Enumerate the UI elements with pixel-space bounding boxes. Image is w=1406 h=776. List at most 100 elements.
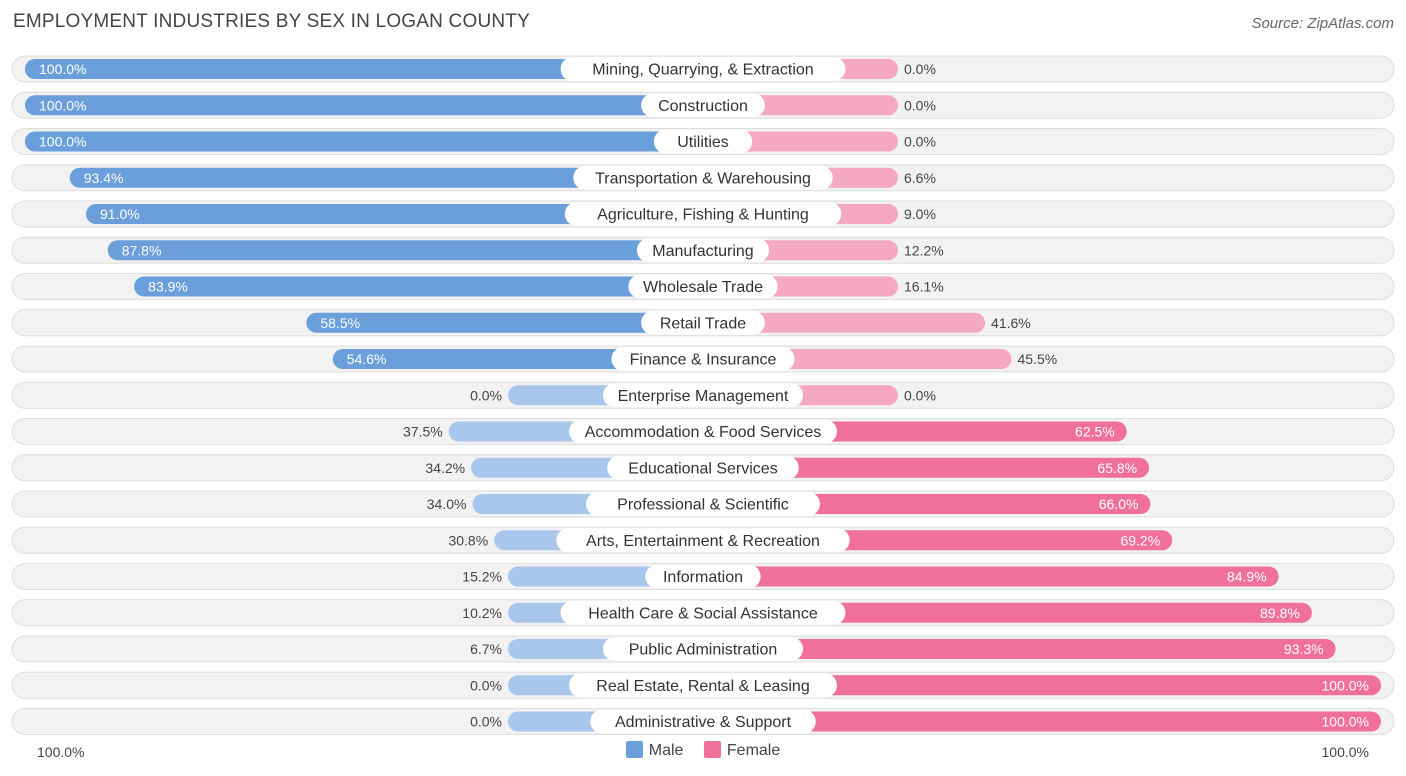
- value-label-male: 15.2%: [462, 569, 502, 585]
- value-label-male: 54.6%: [347, 351, 387, 367]
- category-label-bg: [560, 600, 846, 625]
- category-label-bg: [564, 202, 842, 226]
- value-label-female: 100.0%: [1322, 677, 1369, 693]
- bar-female: [703, 566, 1279, 587]
- value-label-female: 100.0%: [1322, 714, 1369, 730]
- bar-male: [306, 312, 703, 333]
- legend-swatch-female: [703, 741, 721, 758]
- chart-row: Accommodation & Food Services 37.5% 62.5%: [11, 418, 1395, 445]
- chart-row: Arts, Entertainment & Recreation 30.8% 69.…: [11, 526, 1395, 554]
- category-label: Educational Services: [628, 460, 777, 477]
- bar-male: [332, 349, 703, 369]
- category-label-bg: [641, 93, 765, 118]
- category-label-bg: [645, 564, 761, 589]
- category-label: Administrative & Support: [615, 714, 792, 731]
- value-label-male: 10.2%: [462, 605, 502, 621]
- category-label-bg: [628, 274, 778, 299]
- chart-row: Mining, Quarrying, & Extraction 100.0% 0.0…: [11, 55, 1395, 83]
- category-label: Mining, Quarrying, & Extraction: [592, 62, 813, 79]
- value-label-male: 83.9%: [148, 279, 188, 295]
- category-label: Agriculture, Fishing & Hunting: [597, 207, 809, 224]
- value-label-female: 6.6%: [904, 170, 936, 186]
- bar-male: [25, 95, 703, 116]
- category-label: Finance & Insurance: [630, 352, 777, 369]
- value-label-female: 0.0%: [904, 134, 936, 150]
- chart-row: Enterprise Management 0.0% 0.0%: [11, 381, 1395, 409]
- bar-female: [703, 312, 986, 333]
- category-label-bg: [641, 310, 765, 335]
- value-label-female: 65.8%: [1097, 460, 1137, 476]
- value-label-male: 100.0%: [39, 61, 86, 77]
- category-label: Professional & Scientific: [617, 497, 789, 514]
- category-label: Public Administration: [629, 642, 778, 659]
- bar-female: [703, 639, 1336, 659]
- value-label-male: 0.0%: [470, 714, 502, 730]
- legend-label-male: Male: [648, 742, 684, 759]
- legend: Male Female: [0, 741, 1406, 760]
- category-label: Health Care & Social Assistance: [588, 605, 818, 622]
- axis-right-label: 100.0%: [1321, 744, 1369, 760]
- value-label-female: 0.0%: [904, 387, 936, 403]
- legend-label-female: Female: [726, 742, 781, 759]
- value-label-female: 0.0%: [904, 61, 936, 77]
- category-label-bg: [556, 528, 850, 553]
- category-label: Accommodation & Food Services: [585, 424, 822, 441]
- category-label-bg: [636, 238, 770, 263]
- chart-row: Agriculture, Fishing & Hunting 91.0% 9.0%: [11, 200, 1395, 228]
- value-label-female: 62.5%: [1075, 424, 1115, 440]
- value-label-female: 89.8%: [1260, 605, 1300, 621]
- chart-row: Wholesale Trade 83.9% 16.1%: [11, 273, 1395, 300]
- chart-row: Transportation & Warehousing 93.4% 6.6%: [11, 164, 1395, 192]
- value-label-male: 34.2%: [425, 460, 465, 476]
- chart-row: Professional & Scientific 34.0% 66.0%: [11, 490, 1395, 518]
- axis-left-label: 100.0%: [37, 744, 85, 760]
- value-label-male: 93.4%: [84, 170, 124, 186]
- value-label-male: 0.0%: [470, 387, 502, 403]
- category-label-bg: [607, 455, 799, 480]
- category-label-bg: [602, 383, 804, 408]
- category-label: Construction: [658, 98, 748, 115]
- category-label: Retail Trade: [660, 315, 746, 332]
- chart-row: Finance & Insurance 54.6% 45.5%: [11, 345, 1395, 373]
- bar-male: [25, 131, 703, 152]
- category-label-bg: [602, 637, 804, 661]
- bar-male: [69, 167, 704, 188]
- category-label-bg: [653, 129, 753, 154]
- value-label-male: 87.8%: [122, 242, 162, 258]
- category-label: Transportation & Warehousing: [595, 170, 811, 187]
- category-label-bg: [611, 347, 795, 371]
- value-label-female: 93.3%: [1284, 641, 1324, 657]
- chart-title: EMPLOYMENT INDUSTRIES BY SEX IN LOGAN CO…: [13, 11, 530, 32]
- value-label-male: 34.0%: [427, 496, 467, 512]
- bar-female: [703, 131, 898, 152]
- value-label-male: 58.5%: [320, 315, 360, 331]
- bar-female: [703, 675, 1381, 696]
- value-label-male: 37.5%: [403, 424, 443, 440]
- value-label-male: 100.0%: [39, 97, 86, 113]
- legend-item-male: Male: [625, 741, 684, 760]
- source-label: Source: ZipAtlas.com: [1251, 15, 1394, 32]
- category-label: Real Estate, Rental & Leasing: [596, 678, 809, 695]
- legend-swatch-male: [625, 741, 643, 758]
- chart-row: Manufacturing 87.8% 12.2%: [11, 236, 1395, 264]
- bar-male: [86, 204, 703, 224]
- category-label: Utilities: [677, 134, 729, 151]
- value-label-male: 6.7%: [470, 641, 502, 657]
- bar-male: [25, 59, 703, 79]
- category-label-bg: [573, 165, 833, 190]
- value-label-female: 16.1%: [904, 279, 944, 295]
- legend-item-female: Female: [703, 741, 781, 760]
- value-label-female: 84.9%: [1227, 569, 1267, 585]
- category-label: Enterprise Management: [618, 388, 789, 405]
- value-label-female: 9.0%: [904, 206, 936, 222]
- category-label-bg: [569, 419, 837, 444]
- chart-row: Real Estate, Rental & Leasing 0.0% 100.0%: [11, 671, 1395, 699]
- value-label-female: 41.6%: [991, 315, 1031, 331]
- chart-row: Utilities 100.0% 0.0%: [11, 128, 1395, 155]
- chart-row: Health Care & Social Assistance 10.2% 89.8…: [11, 599, 1395, 627]
- bar-male: [107, 240, 703, 261]
- category-label: Information: [663, 569, 743, 586]
- bar-female: [703, 457, 1150, 478]
- category-label: Arts, Entertainment & Recreation: [586, 533, 820, 550]
